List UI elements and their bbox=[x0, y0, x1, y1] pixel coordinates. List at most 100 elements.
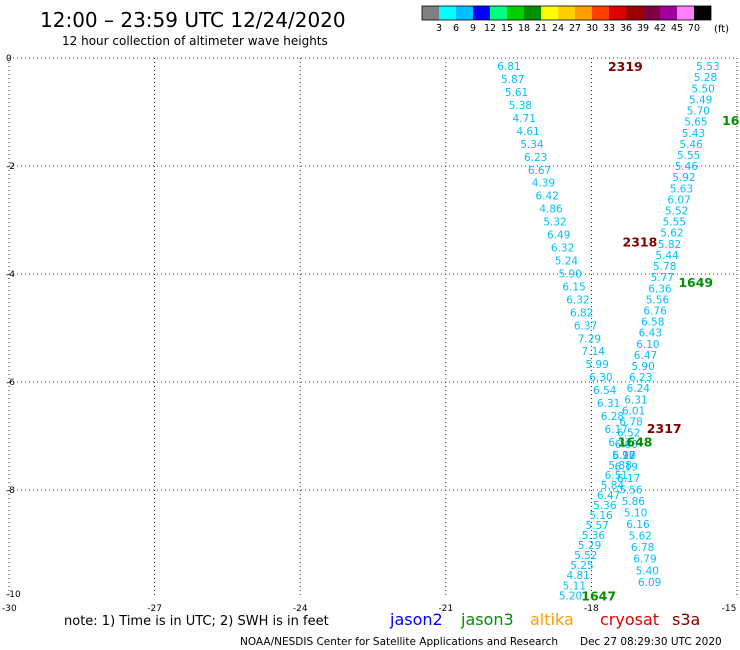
colorbar-tick-label: 42 bbox=[654, 23, 666, 34]
grid-lines bbox=[8, 57, 738, 598]
colorbar-swatch bbox=[541, 6, 558, 20]
colorbar-swatch bbox=[592, 6, 609, 20]
colorbar-swatch bbox=[694, 6, 711, 20]
x-tick-label: -15 bbox=[722, 604, 737, 614]
colorbar-legend: 3 6 9 12 15 18 21 24 27 30 33 36 39 42 45 70 bbox=[421, 5, 712, 34]
wave-height-value: 5.99 bbox=[585, 359, 608, 371]
wave-height-value: 6.58 bbox=[641, 317, 664, 329]
colorbar-tick-label: 18 bbox=[518, 23, 530, 34]
wave-height-value: 4.86 bbox=[539, 204, 563, 216]
colorbar-swatch bbox=[524, 6, 541, 20]
chart-title: 12:00 – 23:59 UTC 12/24/2020 bbox=[40, 8, 346, 32]
wave-height-value: 6.81 bbox=[497, 61, 520, 73]
x-tick-label: -18 bbox=[584, 604, 599, 614]
wave-height-value: 6.28 bbox=[601, 411, 624, 423]
wave-height-value: 5.62 bbox=[660, 228, 683, 240]
colorbar-tick-label: 3 bbox=[436, 23, 442, 34]
wave-height-value: 6.67 bbox=[528, 165, 551, 177]
wave-height-value: 6.17 bbox=[617, 473, 640, 485]
wave-height-value: 6.82 bbox=[570, 307, 593, 319]
pass-number-label: 2319 bbox=[608, 59, 643, 74]
wave-height-value: 5.56 bbox=[619, 485, 643, 497]
wave-height-value: 5.53 bbox=[696, 61, 719, 73]
colorbar-tick-label: 12 bbox=[484, 23, 496, 34]
wave-height-value: 5.46 bbox=[675, 161, 699, 173]
wave-height-value: 6.20 bbox=[612, 450, 635, 462]
wave-height-value: 5.52 bbox=[574, 550, 597, 562]
y-tick-label: -8 bbox=[6, 486, 15, 496]
wave-height-value: 5.61 bbox=[505, 87, 528, 99]
wave-height-value: 6.49 bbox=[547, 230, 570, 242]
colorbar-swatch bbox=[575, 6, 592, 20]
colorbar-tick-label: 21 bbox=[535, 23, 547, 34]
wave-height-value: 5.55 bbox=[677, 150, 700, 162]
y-tick-label: -6 bbox=[6, 378, 15, 388]
colorbar-swatch bbox=[677, 6, 694, 20]
wave-height-value: 5.55 bbox=[663, 217, 686, 229]
wave-height-value: 5.38 bbox=[509, 100, 532, 112]
colorbar-swatch bbox=[626, 6, 643, 20]
wave-height-value: 5.90 bbox=[631, 361, 654, 373]
wave-height-value: 5.40 bbox=[636, 565, 659, 577]
colorbar-tick-label: 27 bbox=[569, 23, 581, 34]
wave-height-value: 5.43 bbox=[682, 128, 705, 140]
wave-height-value: 6.47 bbox=[634, 350, 657, 362]
wave-height-value: 6.07 bbox=[667, 194, 690, 206]
wave-height-value: 6.42 bbox=[536, 191, 559, 203]
credit-text: NOAA/NESDIS Center for Satellite Applica… bbox=[240, 636, 558, 648]
x-tick-label: -21 bbox=[438, 604, 453, 614]
colorbar-unit: (ft) bbox=[714, 24, 729, 35]
pass-number-label: 1648 bbox=[618, 434, 653, 449]
colorbar-border bbox=[421, 5, 712, 21]
wave-height-value: 5.16 bbox=[589, 510, 613, 522]
chart-subtitle: 12 hour collection of altimeter wave hei… bbox=[62, 34, 328, 48]
wave-height-value: 5.44 bbox=[655, 250, 679, 262]
wave-height-value: 5.88 bbox=[608, 460, 631, 472]
wave-height-value: 6.23 bbox=[629, 372, 652, 384]
colorbar-swatch bbox=[422, 6, 439, 20]
x-tick-label: -27 bbox=[147, 604, 162, 614]
wave-height-value: 5.77 bbox=[651, 272, 674, 284]
y-tick-label: 0 bbox=[6, 54, 12, 64]
satellite-legend-cryosat: cryosat bbox=[600, 610, 659, 629]
track: 6.125.886.515.846.475.365.165.575.365.29… bbox=[559, 450, 636, 602]
wave-height-value: 6.10 bbox=[636, 339, 659, 351]
colorbar-swatch bbox=[660, 6, 677, 20]
wave-height-value: 5.63 bbox=[670, 183, 693, 195]
colorbar-swatch bbox=[490, 6, 507, 20]
wave-height-value: 5.29 bbox=[578, 540, 601, 552]
wave-height-value: 6.31 bbox=[624, 394, 647, 406]
track: 5.535.285.505.495.705.655.435.465.555.46… bbox=[612, 61, 719, 462]
x-tick-label: -30 bbox=[2, 604, 17, 614]
wave-height-value: 5.56 bbox=[646, 294, 670, 306]
pass-number-label: 1649 bbox=[678, 275, 713, 290]
satellite-tracks: 6.815.875.615.384.714.615.346.236.674.39… bbox=[497, 61, 719, 602]
pass-labels: 2319 2318 2317 1650 1649 1648 1647 bbox=[581, 59, 740, 603]
wave-height-value: 5.25 bbox=[570, 560, 593, 572]
wave-height-value: 6.78 bbox=[631, 542, 654, 554]
wave-height-value: 6.12 bbox=[612, 450, 635, 462]
wave-height-value: 6.15 bbox=[612, 450, 635, 462]
wave-height-value: 6.36 bbox=[648, 283, 672, 295]
wave-height-value: 5.57 bbox=[586, 520, 609, 532]
wave-height-value: 5.11 bbox=[563, 580, 586, 592]
wave-height-value: 5.36 bbox=[593, 500, 617, 512]
wave-height-value: 5.62 bbox=[629, 531, 652, 543]
wave-height-value: 6.32 bbox=[608, 437, 631, 449]
wave-height-value: 5.28 bbox=[694, 72, 717, 84]
pass-number-label: 1650 bbox=[722, 113, 740, 128]
satellite-legend-altika: altika bbox=[530, 610, 574, 629]
timestamp-text: Dec 27 08:29:30 UTC 2020 bbox=[580, 636, 722, 648]
wave-height-value: 5.32 bbox=[543, 217, 566, 229]
wave-height-value: 4.81 bbox=[566, 570, 589, 582]
wave-height-value: 6.51 bbox=[605, 470, 628, 482]
wave-height-value: 5.24 bbox=[555, 256, 579, 268]
wave-height-value: 5.92 bbox=[672, 172, 695, 184]
wave-height-value: 6.37 bbox=[574, 320, 597, 332]
x-tick-label: -24 bbox=[293, 604, 308, 614]
wave-height-value: 4.71 bbox=[513, 113, 536, 125]
wave-height-value: 6.79 bbox=[633, 554, 656, 566]
wave-height-value: 6.52 bbox=[617, 428, 640, 440]
wave-height-value: 4.61 bbox=[516, 126, 539, 138]
wave-height-value: 5.46 bbox=[679, 139, 703, 151]
